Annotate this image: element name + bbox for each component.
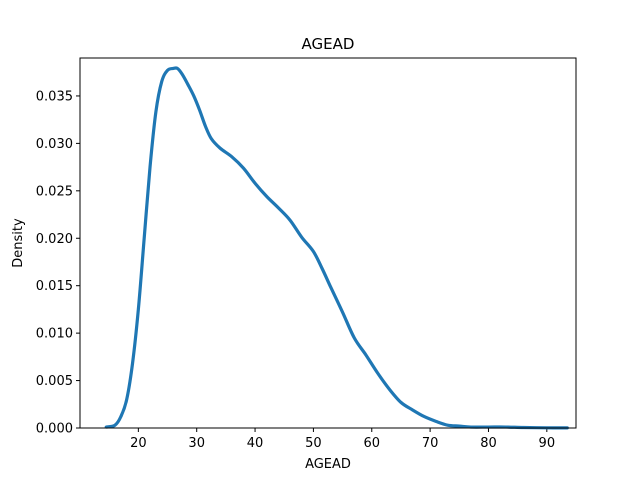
chart-title: AGEAD (302, 35, 355, 53)
x-tick-label: 20 (130, 436, 147, 451)
x-tick-label: 90 (539, 436, 556, 451)
y-tick-label: 0.025 (36, 184, 73, 199)
x-tick-label: 70 (422, 436, 439, 451)
x-tick-label: 80 (480, 436, 497, 451)
y-tick-label: 0.035 (36, 89, 73, 104)
x-tick-label: 30 (188, 436, 205, 451)
x-tick-label: 60 (363, 436, 380, 451)
y-tick-label: 0.010 (36, 327, 73, 342)
plot-frame (79, 57, 577, 429)
y-axis-ticks: 0.000 0.005 0.010 0.015 0.020 0.025 0.030 0.035 (36, 89, 80, 437)
y-tick-label: 0.020 (36, 232, 73, 247)
y-tick-label: 0.000 (36, 422, 73, 437)
x-tick-label: 50 (305, 436, 322, 451)
y-axis-label: Density (11, 218, 26, 268)
x-axis-label: AGEAD (305, 457, 351, 472)
y-tick-label: 0.030 (36, 137, 73, 152)
x-tick-label: 40 (247, 436, 264, 451)
y-tick-label: 0.015 (36, 279, 73, 294)
density-curve (104, 66, 569, 430)
x-axis-ticks: 20 30 40 50 60 70 80 90 (130, 428, 555, 451)
y-tick-label: 0.005 (36, 374, 73, 389)
